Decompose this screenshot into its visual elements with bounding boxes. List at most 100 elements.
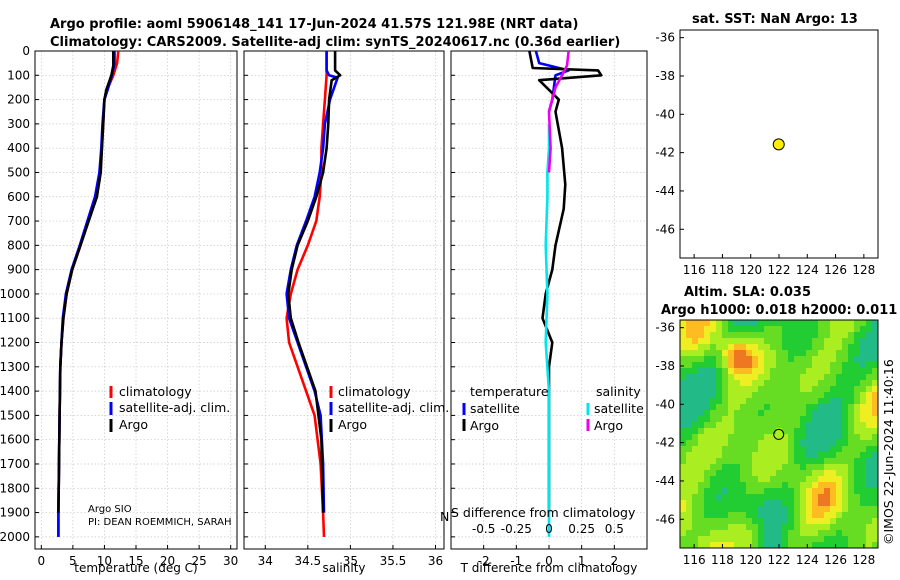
sla-cell [800,506,807,513]
sla-cell [680,524,687,531]
sla-cell [866,344,873,351]
sla-cell [746,452,753,459]
series-line-satellite-temperature-diff [544,123,551,537]
sla-cell [734,536,741,543]
sla-cell [746,518,753,525]
sla-cell [722,386,729,393]
sla-cell [704,500,711,507]
sla-cell [788,446,795,453]
sla-cell [770,470,777,477]
sla-cell [698,428,705,435]
sla-cell [764,446,771,453]
sla-cell [758,404,765,411]
sla-cell [866,452,873,459]
sla-cell [818,446,825,453]
sla-cell [728,374,735,381]
sla-cell [698,452,705,459]
sla-cell [830,332,837,339]
sla-cell [812,356,819,363]
sla-cell [764,464,771,471]
sla-cell [836,500,843,507]
sla-cell [758,386,765,393]
sla-cell [788,362,795,369]
sla-cell [764,494,771,501]
sla-cell [764,536,771,543]
sla-cell [722,410,729,417]
sla-cell [800,482,807,489]
sla-cell [782,386,789,393]
sla-cell [680,530,687,537]
sla-cell [704,356,711,363]
sla-cell [680,326,687,333]
sla-cell [680,536,687,543]
sla-cell [842,464,849,471]
sla-cell [860,536,867,543]
sla-cell [722,344,729,351]
sla-cell [848,530,855,537]
sla-cell [686,536,693,543]
sla-cell [788,518,795,525]
sla-cell [704,362,711,369]
sla-cell [866,440,873,447]
sla-cell [836,512,843,519]
sla-cell [872,530,878,537]
sla-cell [818,506,825,513]
sla-cell [710,464,717,471]
sla-cell [734,494,741,501]
map-frame [679,29,879,259]
sla-cell [680,494,687,501]
sla-cell [752,542,759,548]
sla-cell [752,536,759,543]
sla-cell [824,440,831,447]
sla-cell [764,410,771,417]
sla-cell [872,458,878,465]
sla-cell [752,506,759,513]
sla-cell [764,356,771,363]
sla-cell [740,356,747,363]
sla-cell [752,398,759,405]
map-y-tick-label: -42 [655,436,675,450]
sla-cell [824,398,831,405]
sla-cell [752,386,759,393]
sla-cell [722,350,729,357]
sla-cell [872,476,878,483]
sla-cell [776,374,783,381]
x-axis-label: salinity [322,561,365,575]
sla-cell [704,488,711,495]
sla-cell [746,404,753,411]
sla-cell [842,458,849,465]
sla-cell [740,500,747,507]
sla-cell [704,326,711,333]
sla-cell [872,446,878,453]
sla-cell [794,488,801,495]
sla-cell [680,452,687,459]
x-axis-label: T difference from climatology [460,561,638,575]
sla-cell [716,326,723,333]
sla-cell [842,482,849,489]
sla-cell [812,404,819,411]
sla-cell [722,326,729,333]
sla-cell [752,524,759,531]
sla-cell [704,380,711,387]
sla-cell [680,428,687,435]
y-tick-label: 1000 [0,287,30,301]
sla-cell [734,524,741,531]
sla-cell [866,494,873,501]
sla-cell [800,428,807,435]
sla-cell [848,500,855,507]
sla-cell [836,476,843,483]
sla-cell [794,542,801,548]
sla-cell [824,434,831,441]
sla-cell [818,368,825,375]
sla-cell [824,536,831,543]
sla-cell [848,440,855,447]
sla-cell [866,518,873,525]
sla-cell [818,524,825,531]
sla-cell [740,434,747,441]
sla-cell [722,320,729,327]
sla-cell [716,362,723,369]
sla-cell [854,386,861,393]
sla-cell [680,368,687,375]
sla-cell [704,332,711,339]
sla-cell [830,488,837,495]
